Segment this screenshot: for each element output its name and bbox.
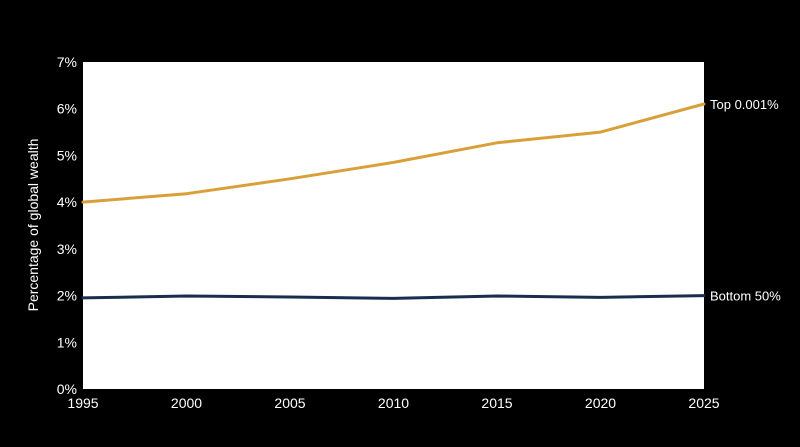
x-tick-label: 2005 (274, 395, 305, 411)
y-axis-ticks: 0% 1% 2% 3% 4% 5% 6% 7% (57, 54, 77, 397)
y-tick-label: 4% (57, 194, 77, 210)
y-tick-label: 1% (57, 334, 77, 350)
y-tick-label: 7% (57, 54, 77, 70)
series-line-2 (81, 294, 706, 300)
x-tick-label: 2010 (378, 395, 409, 411)
series-line-1 (81, 102, 706, 204)
x-tick-label: 2015 (481, 395, 512, 411)
x-tick-label: 2020 (585, 395, 616, 411)
y-tick-label: 5% (57, 147, 77, 163)
series-lines (81, 102, 706, 300)
x-axis-ticks: 1995 2000 2005 2010 2015 2020 2025 (67, 395, 719, 411)
series-end-label: Top 0.001% (710, 97, 779, 112)
y-tick-label: 3% (57, 241, 77, 257)
y-tick-label: 6% (57, 101, 77, 117)
y-tick-label: 0% (57, 381, 77, 397)
series-labels: Top 0.001% Bottom 50% (710, 97, 781, 304)
series-end-label: Bottom 50% (710, 289, 781, 304)
x-tick-label: 1995 (67, 395, 98, 411)
x-tick-label: 2000 (171, 395, 202, 411)
plot-area (83, 62, 704, 389)
x-tick-label: 2025 (688, 395, 719, 411)
y-axis-title: Percentage of global wealth (25, 139, 41, 312)
y-tick-label: 2% (57, 288, 77, 304)
